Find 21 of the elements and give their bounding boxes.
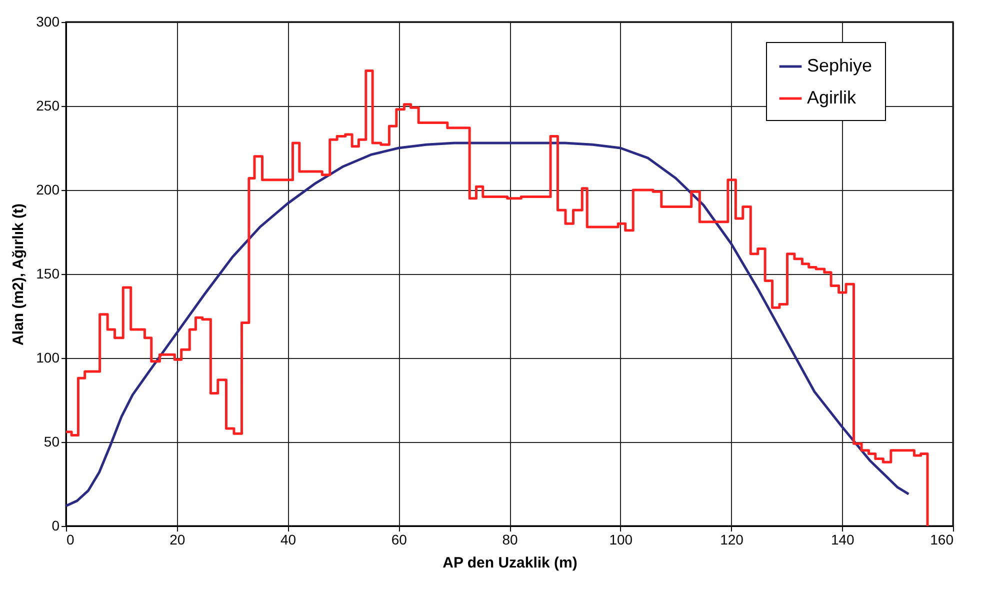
x-tick-label: 40 — [280, 532, 296, 548]
x-tick-label: 160 — [930, 532, 954, 548]
x-tick-label: 140 — [830, 532, 855, 548]
y-tick-label: 300 — [36, 14, 60, 30]
y-tick-label: 200 — [36, 182, 60, 198]
x-tick-label: 20 — [170, 532, 186, 548]
y-tick-label: 250 — [36, 98, 60, 114]
x-tick-label: 60 — [391, 532, 408, 548]
x-tick-label: 100 — [609, 532, 633, 548]
y-tick-label: 50 — [44, 434, 60, 450]
legend-label: Agirlik — [807, 88, 858, 108]
line-series — [64, 142, 910, 508]
y-tick-label: 100 — [36, 350, 60, 366]
x-tick-label: 0 — [66, 532, 74, 548]
y-axis-title: Alan (m2), Ağırlık (t) — [10, 204, 28, 346]
x-tick-label: 120 — [720, 532, 744, 548]
y-tick-label: 150 — [36, 266, 60, 282]
x-axis-title: AP den Uzaklik (m) — [442, 554, 578, 572]
y-tick-label: 0 — [52, 518, 60, 534]
x-tick-label: 80 — [502, 532, 518, 548]
legend-label: Sephiye — [807, 56, 872, 76]
